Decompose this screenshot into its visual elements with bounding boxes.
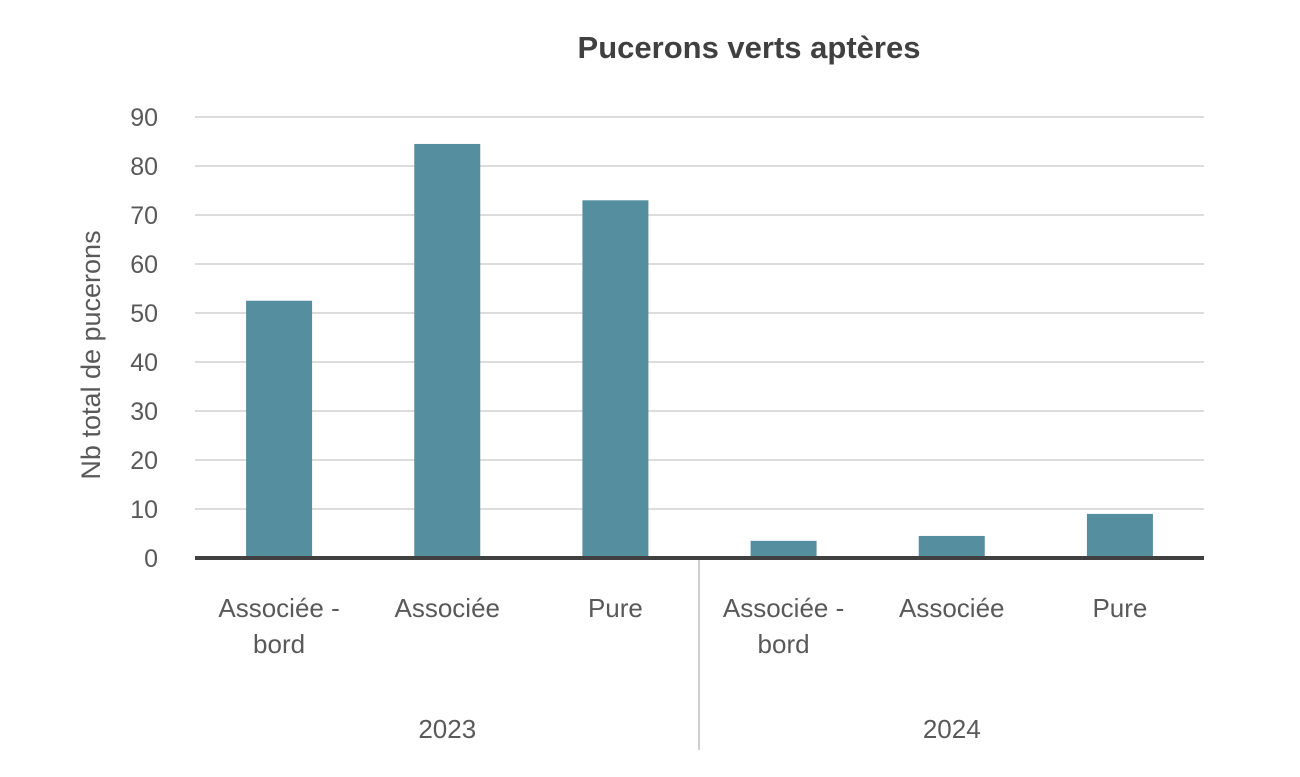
bar [1086, 513, 1153, 558]
y-tick-label: 20 [130, 447, 158, 475]
y-tick-label: 10 [130, 496, 158, 524]
y-tick-label: 30 [130, 398, 158, 426]
y-tick-label: 80 [130, 153, 158, 181]
y-tick-label: 0 [144, 545, 158, 573]
y-tick-label: 60 [130, 251, 158, 279]
bar [414, 143, 481, 558]
group-labels: 2023 2024 [418, 714, 980, 744]
category-label: bord [253, 629, 305, 659]
y-tick-label: 40 [130, 349, 158, 377]
bar [918, 535, 985, 558]
bar [750, 540, 817, 558]
category-labels: Associée - bord Associée Pure Associée - bord… [218, 593, 1147, 659]
category-label: Associée - [723, 593, 844, 623]
gridlines [195, 116, 1204, 510]
bars [246, 143, 1153, 559]
category-label: Pure [1092, 593, 1147, 623]
group-label: 2023 [418, 714, 476, 744]
y-tick-label: 70 [130, 202, 158, 230]
y-axis-label: Nb total de pucerons [76, 230, 106, 479]
y-tick-label: 90 [130, 104, 158, 132]
y-tick-label: 50 [130, 300, 158, 328]
category-label: Pure [588, 593, 643, 623]
chart-title: Pucerons verts aptères [578, 30, 921, 65]
group-label: 2024 [923, 714, 981, 744]
category-label: bord [758, 629, 810, 659]
bar [246, 300, 313, 558]
category-label: Associée - [218, 593, 339, 623]
y-tick-labels: 0 10 20 30 40 50 60 70 80 90 [130, 104, 158, 573]
category-label: Associée [899, 593, 1005, 623]
bar [582, 200, 649, 559]
category-label: Associée [395, 593, 501, 623]
